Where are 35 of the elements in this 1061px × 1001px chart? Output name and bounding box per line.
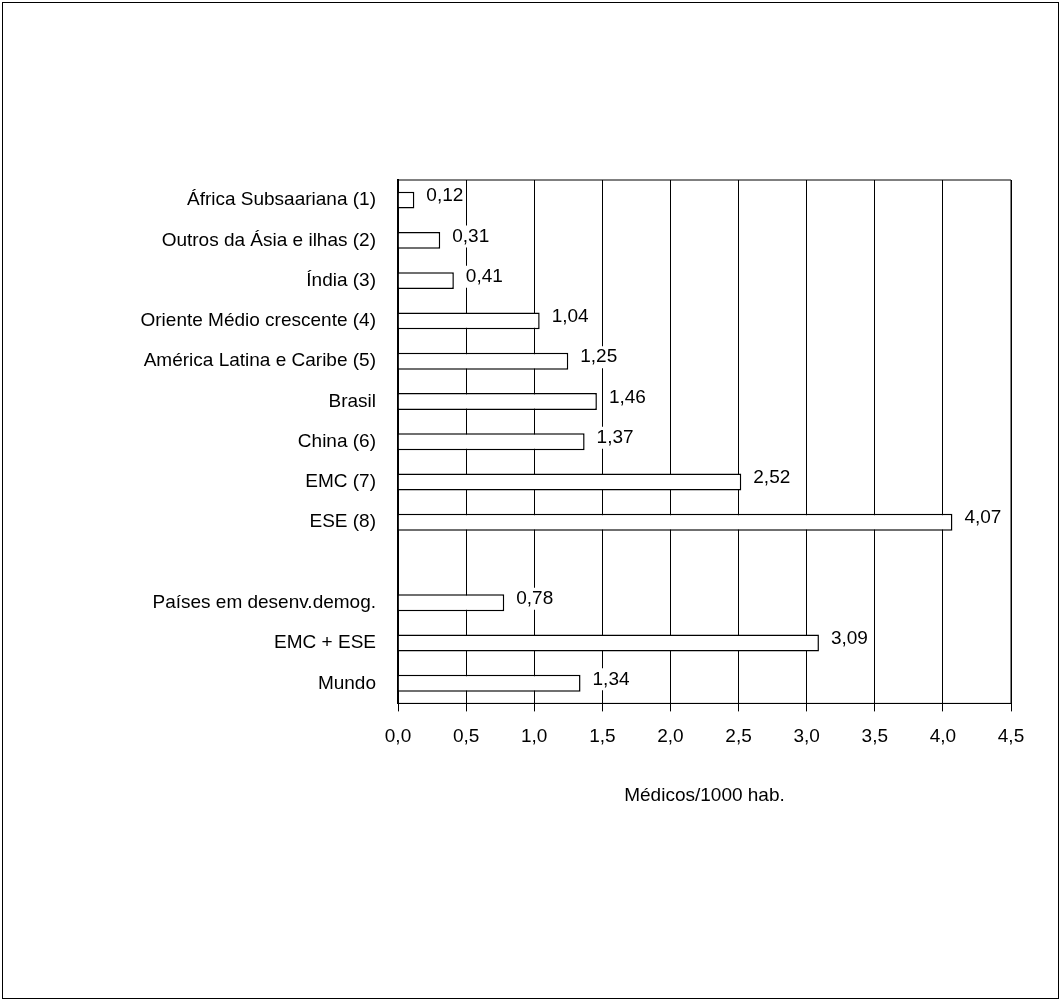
y-tick-label: Brasil bbox=[328, 389, 376, 411]
data-label: 1,34 bbox=[592, 667, 630, 689]
data-label: 1,25 bbox=[580, 345, 618, 367]
x-tick-label: 4,0 bbox=[929, 725, 957, 747]
x-tick-label: 2,5 bbox=[725, 725, 752, 747]
data-label: 1,46 bbox=[608, 385, 646, 407]
data-label: 4,07 bbox=[964, 506, 1002, 528]
y-tick-label: Índia (3) bbox=[306, 268, 376, 290]
y-tick-label: ESE (8) bbox=[309, 510, 376, 532]
x-axis-title: Médicos/1000 hab. bbox=[624, 783, 785, 805]
x-tick-label: 0,5 bbox=[452, 725, 480, 747]
data-label: 0,78 bbox=[516, 586, 554, 608]
data-label: 1,04 bbox=[551, 305, 590, 327]
x-tick-label: 0,0 bbox=[384, 725, 412, 747]
y-tick-label: América Latina e Caribe (5) bbox=[143, 349, 376, 371]
data-label: 3,09 bbox=[830, 627, 868, 649]
data-label: 0,31 bbox=[452, 224, 490, 246]
x-tick-label: 3,5 bbox=[861, 725, 888, 747]
y-tick-label: China (6) bbox=[297, 429, 376, 451]
y-tick-label: EMC + ESE bbox=[274, 631, 376, 653]
y-tick-label: Mundo bbox=[317, 671, 376, 693]
x-tick-label: 2,0 bbox=[657, 725, 684, 747]
y-tick-label: EMC (7) bbox=[305, 470, 376, 492]
data-label: 0,41 bbox=[465, 264, 503, 286]
x-tick-label: 4,5 bbox=[997, 725, 1025, 747]
data-label: 0,12 bbox=[426, 184, 464, 206]
data-label: 2,52 bbox=[753, 466, 791, 488]
x-tick-label: 1,5 bbox=[589, 725, 616, 747]
y-tick-label: Países em desenv.demog. bbox=[152, 590, 376, 612]
y-tick-label: Oriente Médio crescente (4) bbox=[140, 309, 376, 331]
data-label: 1,37 bbox=[596, 425, 634, 447]
x-tick-label: 1,0 bbox=[521, 725, 548, 747]
y-tick-label: Outros da Ásia e ilhas (2) bbox=[161, 228, 376, 250]
y-tick-label: África Subsaariana (1) bbox=[186, 188, 376, 210]
x-tick-label: 3,0 bbox=[793, 725, 820, 747]
